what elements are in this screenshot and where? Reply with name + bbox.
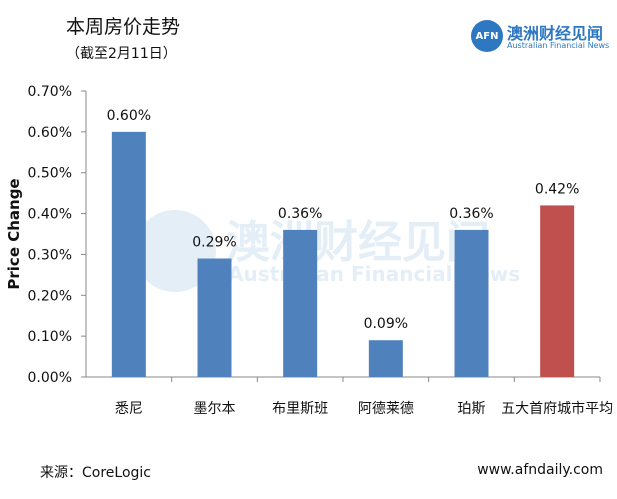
bar-2: [197, 258, 232, 377]
x-category-label: 五大首府城市平均: [501, 400, 613, 417]
chart-axes: [85, 91, 600, 378]
bar-value-label: 0.29%: [192, 235, 236, 251]
y-axis-label: Price Change: [5, 178, 23, 289]
website-url: www.afndaily.com: [477, 462, 603, 478]
logo-name-cn: 澳洲财经见闻: [507, 24, 604, 43]
y-axis-ticks: 0.00% 0.10% 0.20% 0.30% 0.40% 0.50% 0.60% 0.70%: [28, 84, 86, 386]
x-category-label: 珀斯: [458, 401, 486, 417]
logo-mark-text: AFN: [475, 30, 499, 42]
afn-logo-icon: AFN: [471, 20, 503, 52]
bar-3: [283, 229, 318, 377]
bar-value-labels: 0.60% 0.29% 0.36% 0.09% 0.36% 0.42%: [107, 108, 580, 332]
bar-1: [111, 131, 146, 377]
y-tick-label: 0.20%: [28, 288, 72, 304]
chart-title: 本周房价走势: [66, 16, 181, 38]
bar-value-label: 0.09%: [364, 316, 408, 332]
x-category-label: 悉尼: [115, 401, 143, 417]
afn-logo: AFN 澳洲财经见闻 Australian Financial News: [471, 20, 611, 56]
bar-value-label: 0.60%: [107, 108, 151, 124]
bar-5: [454, 229, 489, 377]
y-tick-label: 0.00%: [28, 370, 72, 386]
x-axis-categories: 悉尼 墨尔本 布里斯班 阿德莱德 珀斯 五大首府城市平均: [115, 377, 613, 417]
y-tick-label: 0.50%: [28, 166, 72, 182]
bar-series: [111, 131, 575, 377]
y-tick-label: 0.70%: [28, 84, 72, 100]
bar-value-label: 0.36%: [278, 206, 322, 222]
y-tick-label: 0.10%: [28, 329, 72, 345]
logo-name-en: Australian Financial News: [507, 41, 610, 50]
bar-4: [368, 340, 403, 377]
chart-subtitle: （截至2月11日）: [66, 46, 177, 62]
bar-6: [540, 205, 575, 377]
bar-value-label: 0.36%: [449, 206, 493, 222]
x-category-label: 布里斯班: [272, 401, 328, 417]
y-tick-label: 0.60%: [28, 125, 72, 141]
x-category-label: 墨尔本: [194, 401, 236, 417]
source-note: 来源：CoreLogic: [40, 465, 151, 481]
x-category-label: 阿德莱德: [358, 401, 414, 417]
y-tick-label: 0.40%: [28, 207, 72, 223]
y-tick-label: 0.30%: [28, 247, 72, 263]
bar-value-label: 0.42%: [535, 181, 579, 197]
